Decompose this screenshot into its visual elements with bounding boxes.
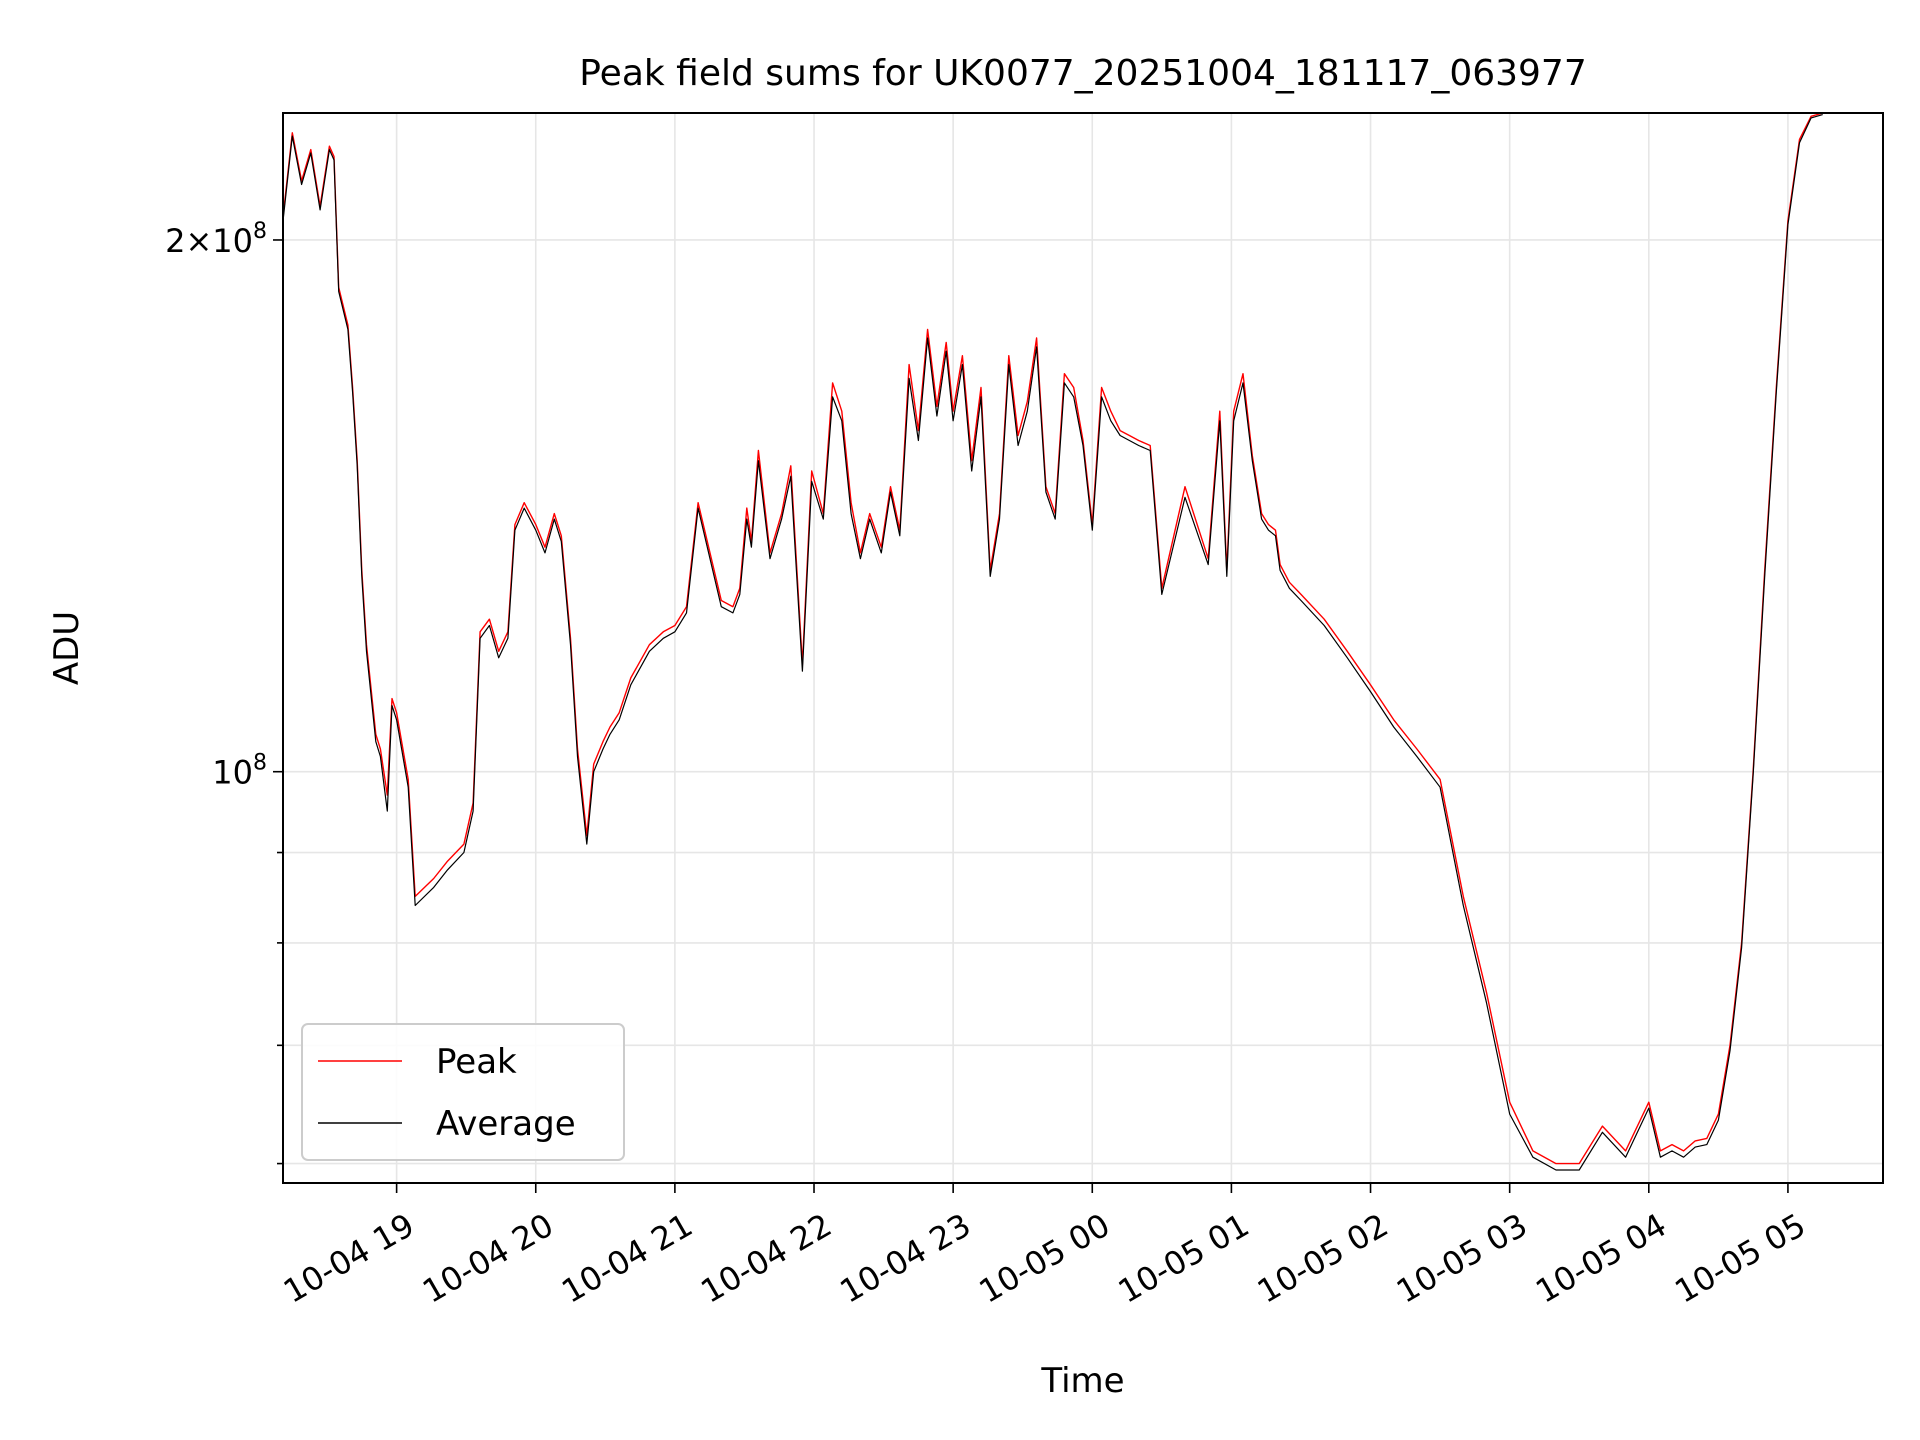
x-tick: 10-05 05 — [1668, 1183, 1812, 1311]
y-tick-base: 10 — [212, 222, 253, 260]
x-tick-label: 10-05 02 — [1251, 1206, 1395, 1311]
x-tick-label: 10-05 00 — [973, 1206, 1117, 1311]
x-tick-label: 10-04 22 — [694, 1206, 838, 1311]
y-tick-exponent: 8 — [253, 219, 267, 244]
series-line-average — [282, 114, 1823, 1171]
y-tick-base: 10 — [212, 754, 253, 792]
y-tick: 2×108 — [165, 219, 283, 260]
y-tick-exponent: 8 — [253, 751, 267, 776]
x-axis-label: Time — [1040, 1361, 1124, 1401]
x-tick-label: 10-04 20 — [416, 1206, 560, 1311]
x-tick-label: 10-05 05 — [1668, 1206, 1812, 1311]
x-tick: 10-04 21 — [555, 1183, 699, 1311]
x-tick: 10-05 02 — [1251, 1183, 1395, 1311]
y-axis-label: ADU — [47, 611, 87, 685]
grid — [283, 113, 1883, 1183]
x-tick: 10-04 19 — [277, 1183, 421, 1311]
x-tick-label: 10-04 23 — [834, 1206, 978, 1311]
legend-label-peak: Peak — [436, 1042, 517, 1082]
x-tick: 10-05 04 — [1529, 1183, 1673, 1311]
series-line-peak — [282, 112, 1823, 1165]
legend-box — [301, 1023, 625, 1161]
plot-frame — [282, 112, 1884, 1184]
chart-title: Peak field sums for UK0077_20251004_1811… — [579, 53, 1587, 94]
x-tick-label: 10-05 03 — [1390, 1206, 1534, 1311]
legend: Peak Average — [301, 1023, 625, 1161]
y-tick-label: 2×108 — [165, 219, 267, 260]
x-tick: 10-04 23 — [834, 1183, 978, 1311]
x-tick-label: 10-05 01 — [1112, 1206, 1256, 1311]
x-tick: 10-04 22 — [694, 1183, 838, 1311]
x-tick: 10-04 20 — [416, 1183, 560, 1311]
x-tick: 10-05 03 — [1390, 1183, 1534, 1311]
legend-label-average: Average — [436, 1104, 576, 1144]
x-tick: 10-05 00 — [973, 1183, 1117, 1311]
series-layer — [282, 112, 1823, 1171]
x-tick-label: 10-04 19 — [277, 1206, 421, 1311]
x-tick: 10-05 01 — [1112, 1183, 1256, 1311]
x-tick-label: 10-04 21 — [555, 1206, 699, 1311]
y-tick-label: 108 — [212, 751, 267, 792]
y-tick-mantissa: 2× — [165, 222, 212, 260]
y-tick: 108 — [212, 751, 283, 792]
x-tick-label: 10-05 04 — [1529, 1206, 1673, 1311]
